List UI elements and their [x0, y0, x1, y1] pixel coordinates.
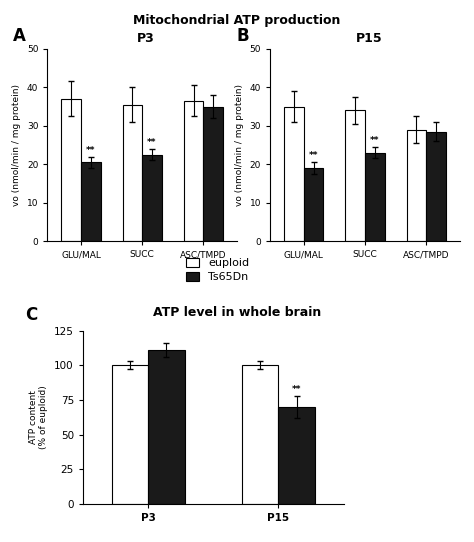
Bar: [81, 162, 100, 241]
Bar: [242, 365, 279, 504]
Text: C: C: [26, 306, 38, 324]
Text: Mitochondrial ATP production: Mitochondrial ATP production: [133, 14, 341, 27]
Text: A: A: [13, 27, 26, 45]
Text: P15: P15: [356, 32, 382, 45]
Y-axis label: vo (nmol/min / mg protein): vo (nmol/min / mg protein): [235, 84, 244, 206]
Text: ATP level in whole brain: ATP level in whole brain: [153, 306, 321, 319]
Text: B: B: [236, 27, 249, 45]
Bar: [284, 106, 304, 241]
Text: **: **: [147, 138, 157, 147]
Text: **: **: [370, 136, 380, 145]
Text: **: **: [292, 385, 301, 393]
Bar: [123, 105, 142, 241]
Y-axis label: vo (nmol/min / mg protein): vo (nmol/min / mg protein): [12, 84, 21, 206]
Bar: [62, 99, 81, 241]
Text: P3: P3: [137, 32, 155, 45]
Text: **: **: [86, 146, 96, 154]
Bar: [203, 106, 223, 241]
Bar: [142, 154, 162, 241]
Bar: [111, 365, 148, 504]
Bar: [346, 111, 365, 241]
Bar: [426, 132, 446, 241]
Bar: [304, 168, 323, 241]
Bar: [365, 153, 384, 241]
Legend: euploid, Ts65Dn: euploid, Ts65Dn: [186, 257, 249, 282]
Bar: [148, 350, 185, 504]
Y-axis label: ATP content
(% of euploid): ATP content (% of euploid): [29, 385, 48, 449]
Text: **: **: [309, 151, 319, 160]
Bar: [407, 130, 426, 241]
Bar: [279, 407, 315, 504]
Bar: [184, 101, 203, 241]
